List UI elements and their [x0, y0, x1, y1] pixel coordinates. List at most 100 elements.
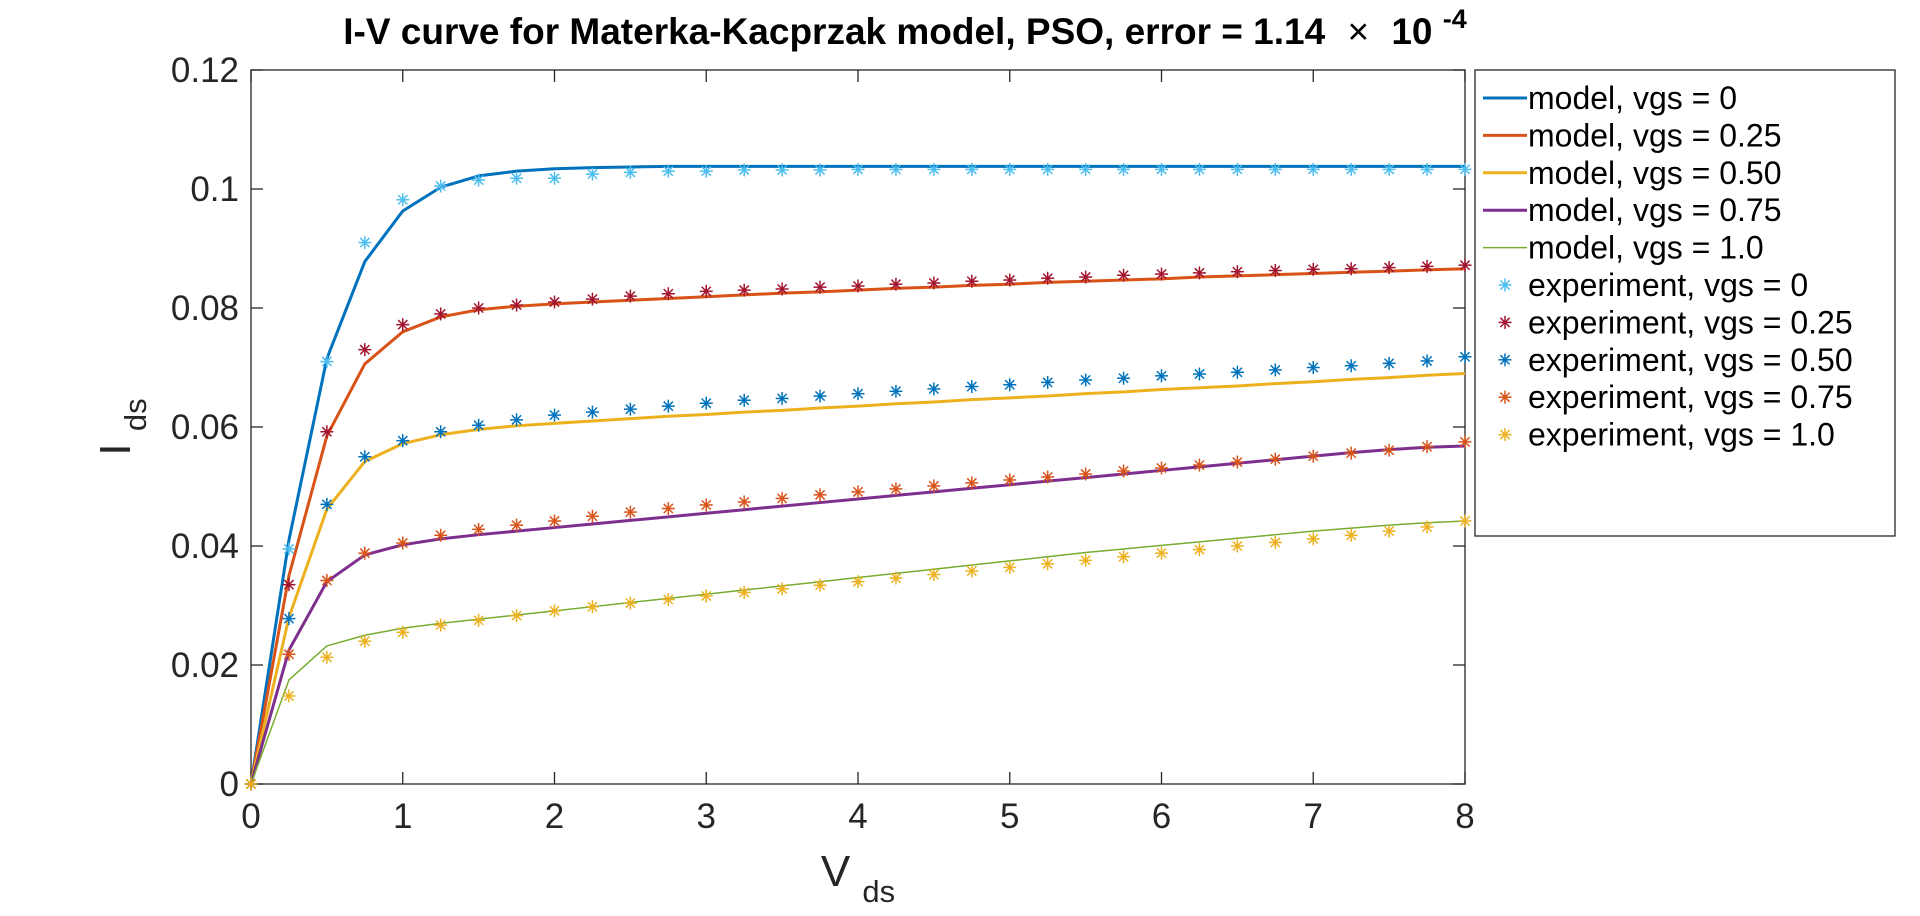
chart-title-main: I-V curve for Materka-Kacprzak model, PS…	[343, 11, 1325, 52]
legend-box	[1474, 69, 1896, 537]
data-point	[320, 425, 334, 439]
data-point	[1155, 369, 1168, 383]
y-axis-title: I ds	[91, 398, 153, 455]
data-point	[1041, 470, 1055, 484]
legend-item: model, vgs = 1.0	[1483, 230, 1764, 266]
data-point	[1344, 162, 1358, 176]
x-tick-label: 3	[697, 797, 716, 836]
data-point	[396, 536, 410, 550]
data-point	[1344, 359, 1358, 373]
data-point	[1230, 539, 1244, 553]
data-point	[927, 276, 941, 290]
data-point	[1458, 350, 1472, 364]
data-point	[396, 318, 410, 332]
data-point	[472, 173, 486, 187]
data-point	[623, 505, 637, 519]
data-point	[1230, 365, 1244, 379]
x-tick-label: 1	[393, 797, 412, 836]
data-point	[737, 393, 751, 407]
data-point	[699, 164, 713, 178]
data-point	[1079, 162, 1093, 176]
data-point	[813, 280, 827, 294]
data-point	[1117, 464, 1131, 478]
data-point	[472, 613, 486, 627]
data-point	[1117, 371, 1131, 385]
data-point	[548, 604, 561, 618]
x-axis-title: V ds	[821, 847, 895, 909]
data-point	[775, 491, 789, 505]
data-point	[1230, 265, 1244, 279]
data-point	[1041, 162, 1055, 176]
x-axis-ticks: 0 1 2 3 4 5 6 7 8	[241, 70, 1475, 836]
legend-label: experiment, vgs = 0	[1528, 267, 1808, 303]
data-point	[396, 625, 410, 639]
data-point	[1155, 546, 1168, 560]
y-tick-label: 0	[220, 765, 239, 804]
series-markers-7	[244, 350, 1472, 791]
y-tick-label: 0.08	[171, 289, 239, 328]
data-point	[1382, 524, 1396, 538]
data-point	[585, 600, 599, 614]
legend-label: model, vgs = 0.50	[1528, 155, 1781, 191]
series-line-2	[249, 371, 1466, 785]
data-point	[737, 283, 751, 297]
series-markers-6	[244, 258, 1472, 791]
data-point	[813, 389, 827, 403]
data-point	[927, 162, 941, 176]
chart-title-times: ×	[1347, 11, 1369, 52]
data-point	[623, 289, 637, 303]
data-point	[1155, 461, 1168, 475]
data-point	[548, 295, 561, 309]
data-point	[472, 418, 486, 432]
plot-box	[250, 69, 1466, 785]
data-point	[1003, 473, 1017, 487]
data-point	[358, 634, 372, 648]
data-point	[1420, 520, 1434, 534]
data-point	[1155, 162, 1168, 176]
data-point	[851, 485, 865, 499]
x-tick-label: 6	[1152, 797, 1171, 836]
data-point	[851, 575, 865, 589]
data-point	[1041, 271, 1055, 285]
data-point	[813, 488, 827, 502]
y-tick-label: 0.06	[171, 408, 239, 447]
data-point	[851, 162, 865, 176]
data-point	[965, 564, 979, 578]
x-tick-label: 4	[848, 797, 867, 836]
data-point	[737, 163, 751, 177]
data-point	[1382, 443, 1396, 457]
data-point	[1420, 440, 1434, 454]
data-point	[1192, 543, 1206, 557]
data-point	[1079, 553, 1093, 567]
y-axis-title-sub: ds	[118, 398, 153, 431]
data-point	[661, 593, 675, 607]
data-point	[1079, 467, 1093, 481]
chart-title-exponent: -4	[1443, 4, 1467, 34]
x-tick-label: 5	[1000, 797, 1019, 836]
data-point	[889, 482, 903, 496]
data-point	[737, 585, 751, 599]
data-point	[1041, 375, 1055, 389]
data-point	[396, 193, 410, 207]
data-point	[434, 618, 448, 632]
x-tick-label: 7	[1304, 797, 1323, 836]
legend-item: model, vgs = 0	[1483, 80, 1737, 116]
data-point	[1382, 261, 1396, 275]
data-point	[623, 402, 637, 416]
data-point	[1306, 361, 1320, 374]
series-markers-9	[244, 514, 1472, 791]
data-point	[623, 165, 637, 179]
legend-item: model, vgs = 0.75	[1483, 192, 1781, 228]
chart-title-base: 10	[1391, 11, 1432, 52]
data-point	[510, 609, 524, 623]
data-point	[1382, 356, 1396, 370]
data-point	[1382, 162, 1396, 176]
data-point	[434, 425, 448, 439]
data-point	[1306, 449, 1320, 463]
legend-marker-swatch	[1498, 390, 1512, 404]
data-point	[434, 528, 448, 542]
data-point	[965, 274, 979, 288]
data-point	[510, 171, 524, 185]
